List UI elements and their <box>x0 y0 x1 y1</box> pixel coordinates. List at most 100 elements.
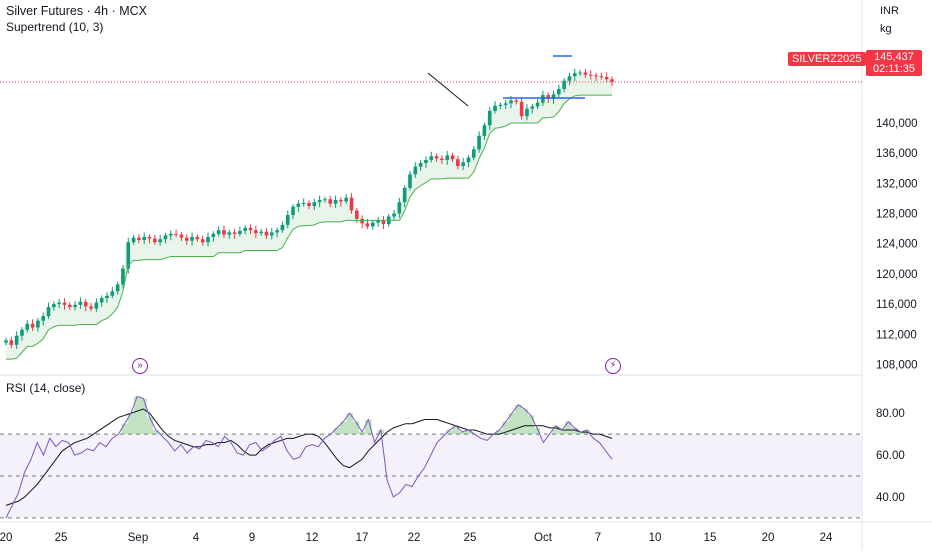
rsi-tick-label: 80.00 <box>876 408 905 420</box>
candle-body <box>456 159 460 167</box>
candle-body <box>232 232 237 234</box>
candle-body <box>163 235 168 240</box>
candle-body <box>275 230 279 233</box>
time-tick-label: Oct <box>534 532 553 544</box>
candle-body <box>381 220 386 225</box>
candle-body <box>471 149 476 158</box>
supertrend-fill <box>6 72 612 360</box>
candle-body <box>392 213 396 217</box>
candle-body <box>418 162 423 167</box>
candle-body <box>36 320 40 328</box>
candle-body <box>594 75 598 77</box>
candle-body <box>402 187 407 203</box>
candle-body <box>498 104 503 106</box>
candle-body <box>360 218 364 224</box>
candle-body <box>126 242 131 269</box>
time-tick-label: 24 <box>820 532 833 544</box>
time-tick-label: 25 <box>464 532 477 544</box>
candle-body <box>264 231 269 236</box>
price-tick-label: 120,000 <box>876 269 918 281</box>
candle-body <box>530 106 535 109</box>
rsi-legend[interactable]: RSI (14, close) <box>6 381 86 395</box>
candle-body <box>599 76 604 78</box>
candle-body <box>269 232 274 236</box>
candle-body <box>525 108 529 117</box>
candles <box>4 68 614 349</box>
time-tick-label: 25 <box>55 532 68 544</box>
candle-body <box>121 268 125 285</box>
time-tick-label: 17 <box>356 532 369 544</box>
candle-body <box>105 295 109 299</box>
candle-body <box>57 302 61 305</box>
drawing-trendline <box>427 72 469 107</box>
unit-label[interactable]: kg <box>880 23 892 35</box>
price-tick-label: 136,000 <box>876 148 918 160</box>
candle-body <box>110 291 115 296</box>
candle-body <box>487 110 492 126</box>
candle-body <box>328 199 333 204</box>
price-tick-label: 140,000 <box>876 118 918 130</box>
price-tick-label: 124,000 <box>876 239 918 251</box>
candle-body <box>168 233 173 236</box>
candle-body <box>429 156 434 160</box>
candle-body <box>323 199 327 201</box>
rsi-tick-label: 40.00 <box>876 492 905 504</box>
fast-forward-icon[interactable]: » <box>132 358 148 374</box>
candle-body <box>408 174 412 188</box>
candle-body <box>190 236 194 241</box>
candle-body <box>195 236 200 240</box>
lightning-icon[interactable]: ⚡ <box>605 358 621 374</box>
candle-body <box>206 236 210 243</box>
candle-body <box>509 100 513 104</box>
candle-body <box>413 166 418 175</box>
candle-body <box>216 230 221 234</box>
supertrend-line <box>6 94 612 360</box>
candle-body <box>99 298 104 303</box>
candle-body <box>4 340 8 343</box>
candle-body <box>94 302 99 309</box>
candle-body <box>222 230 226 235</box>
candle-body <box>179 234 184 238</box>
candle-body <box>355 210 359 219</box>
time-tick-label: 9 <box>249 532 255 544</box>
candle-body <box>493 105 497 111</box>
candle-body <box>62 302 67 305</box>
candle-body <box>434 156 439 159</box>
time-tick-label: 12 <box>306 532 319 544</box>
candle-body <box>52 304 56 308</box>
candle-body <box>519 101 524 117</box>
candle-body <box>317 199 322 203</box>
candle-body <box>466 157 471 163</box>
candle-body <box>482 125 487 136</box>
price-tick-label: 116,000 <box>876 299 917 311</box>
candle-body <box>78 301 83 305</box>
currency-label[interactable]: INR <box>880 5 899 17</box>
candle-body <box>46 307 51 317</box>
time-tick-label: 20 <box>762 532 775 544</box>
candle-body <box>503 103 508 105</box>
candle-body <box>227 232 232 235</box>
candle-body <box>248 227 253 231</box>
price-tick-label: 112,000 <box>876 329 917 341</box>
candle-body <box>254 230 258 234</box>
candle-body <box>41 316 46 321</box>
candle-body <box>445 155 450 160</box>
candle-body <box>535 102 540 107</box>
rsi-line <box>5 395 613 519</box>
candle-body <box>541 95 545 103</box>
candle-body <box>477 135 481 150</box>
time-tick-label: 15 <box>704 532 717 544</box>
candle-body <box>147 236 152 239</box>
candle-body <box>546 95 551 99</box>
candle-body <box>376 220 380 223</box>
candle-body <box>572 73 577 77</box>
candle-body <box>14 335 19 345</box>
candle-body <box>578 72 582 74</box>
candle-body <box>583 72 588 75</box>
rsi-band <box>0 434 862 518</box>
time-tick-label: 22 <box>408 532 421 544</box>
last-price: 145,437 <box>874 51 914 63</box>
supertrend-legend[interactable]: Supertrend (10, 3) <box>6 20 104 34</box>
candle-body <box>30 323 35 328</box>
